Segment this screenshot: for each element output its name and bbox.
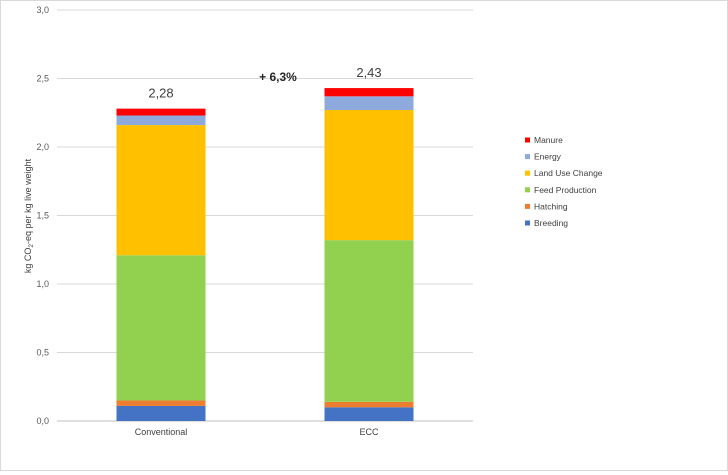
legend-item-breeding: Breeding <box>525 218 568 228</box>
legend-label: Land Use Change <box>534 168 603 178</box>
legend-label: Hatching <box>534 201 568 211</box>
bars <box>116 88 414 421</box>
bar-breeding-ecc <box>324 407 414 421</box>
data-labels: 2,28 Conventional 2,43 ECC <box>135 65 382 437</box>
y-axis-label: kg CO2-eq per kg live weight <box>23 158 35 273</box>
y-tick-label: 1,5 <box>36 211 49 221</box>
legend-swatch <box>525 203 530 209</box>
bar-land-use-change-conventional <box>116 125 206 256</box>
x-category-label: Conventional <box>135 427 188 437</box>
y-axis-label-subscript: 2 <box>28 244 35 248</box>
legend-label: Manure <box>534 135 563 145</box>
legend: Manure Energy Land Use Change Feed Producti… <box>525 135 603 228</box>
bar-feed-production-conventional <box>116 255 206 401</box>
bar-hatching-ecc <box>324 401 414 408</box>
y-tick-label: 1,0 <box>36 279 49 289</box>
legend-swatch <box>525 170 530 176</box>
legend-label: Feed Production <box>534 185 597 195</box>
legend-label: Breeding <box>534 218 568 228</box>
y-tick-label: 0,5 <box>36 348 49 358</box>
y-axis-ticks: 0,0 0,5 1,0 1,5 2,0 2,5 3,0 <box>36 5 49 426</box>
bar-manure-conventional <box>116 108 206 116</box>
x-category-label: ECC <box>359 427 379 437</box>
bar-land-use-change-ecc <box>324 110 414 241</box>
y-tick-label: 3,0 <box>36 5 49 15</box>
legend-swatch <box>525 187 530 193</box>
bar-feed-production-ecc <box>324 240 414 402</box>
bar-hatching-conventional <box>116 400 206 406</box>
y-tick-label: 0,0 <box>36 416 49 426</box>
y-tick-label: 2,0 <box>36 142 49 152</box>
bar-manure-ecc <box>324 88 414 97</box>
legend-item-hatching: Hatching <box>525 201 568 211</box>
legend-item-manure: Manure <box>525 135 563 145</box>
legend-swatch <box>525 154 530 160</box>
bar-energy-conventional <box>116 115 206 126</box>
legend-swatch <box>525 220 530 226</box>
bar-energy-ecc <box>324 96 414 111</box>
total-label: 2,28 <box>148 86 173 101</box>
legend-item-feed-production: Feed Production <box>525 185 597 195</box>
y-tick-label: 2,5 <box>36 74 49 84</box>
total-label: 2,43 <box>356 65 381 80</box>
legend-item-land-use-change: Land Use Change <box>525 168 603 178</box>
legend-item-energy: Energy <box>525 152 562 162</box>
legend-swatch <box>525 137 530 143</box>
legend-label: Energy <box>534 152 562 162</box>
bar-breeding-conventional <box>116 405 206 421</box>
change-annotation: + 6,3% <box>259 70 297 84</box>
